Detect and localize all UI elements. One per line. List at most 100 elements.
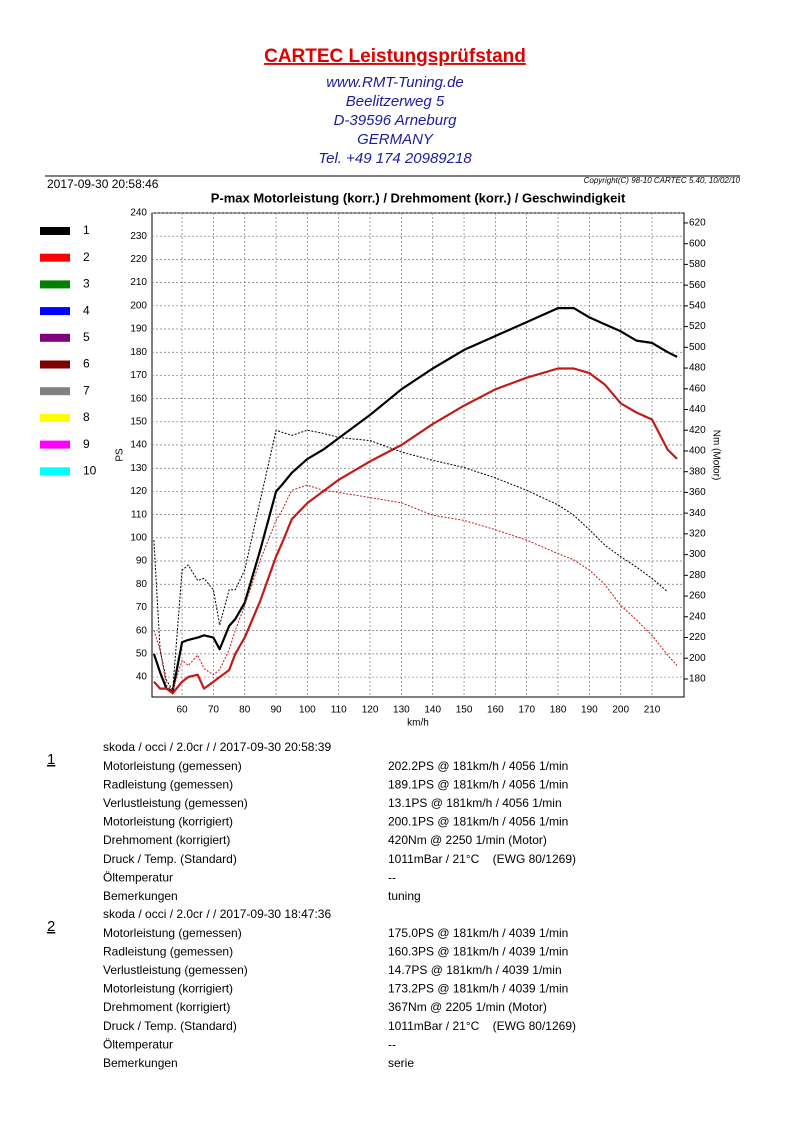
run-row-label: Druck / Temp. (Standard) [103,852,237,866]
legend-swatch [40,307,70,316]
legend-swatch [40,280,70,289]
run-row-value: 200.1PS @ 181km/h / 4056 1/min [388,815,568,829]
x-tick-label: 120 [362,705,379,716]
power-line [153,367,678,695]
run-row-value: 420Nm @ 2250 1/min (Motor) [388,833,547,847]
run-row-value: 1011mBar / 21°C (EWG 80/1269) [388,1019,576,1033]
y-tick-label: 70 [136,602,148,613]
y-tick-label: 210 [130,277,147,288]
legend-label: 2 [83,250,90,264]
y-tick-label: 200 [130,300,147,311]
header-line: D-39596 Arneburg [334,112,458,129]
run-row-label: Motorleistung (korrigiert) [103,815,233,829]
legend-swatch [40,333,70,342]
run-row-value: 13.1PS @ 181km/h / 4056 1/min [388,796,562,810]
header-line: Beelitzerweg 5 [346,93,445,110]
run-row-label: Radleistung (gemessen) [103,777,233,791]
run-number: 1 [47,751,55,768]
torque-line [153,429,669,691]
x-axis-label: km/h [407,718,429,729]
y2-tick-label: 520 [689,321,706,332]
y2-tick-label: 240 [689,611,706,622]
y-tick-label: 230 [130,231,147,242]
x-tick-label: 130 [393,705,410,716]
y2-tick-label: 200 [689,653,706,664]
y2-tick-label: 180 [689,674,706,685]
x-tick-label: 80 [239,705,251,716]
run-row-label: Druck / Temp. (Standard) [103,1019,237,1033]
y-tick-label: 240 [130,208,147,219]
y2-tick-label: 340 [689,508,706,519]
run-row-value: 160.3PS @ 181km/h / 4039 1/min [388,944,568,958]
run-row-label: Drehmoment (korrigiert) [103,1000,230,1014]
y2-tick-label: 460 [689,383,706,394]
y2-tick-label: 360 [689,487,706,498]
run-row-label: Öltemperatur [103,1037,173,1051]
run-row-label: Öltemperatur [103,870,173,884]
header-line: Tel. +49 174 20989218 [318,150,472,167]
run-row-label: Motorleistung (gemessen) [103,926,242,940]
run-row-label: Bemerkungen [103,889,178,903]
header-line: GERMANY [357,131,434,148]
y2-tick-label: 600 [689,238,706,249]
x-tick-label: 60 [177,705,189,716]
run-row-value: 202.2PS @ 181km/h / 4056 1/min [388,759,568,773]
legend-label: 7 [83,383,90,397]
x-tick-label: 150 [456,705,473,716]
power-line [152,307,678,693]
torque-line [153,484,678,691]
legend-label: 1 [83,223,90,237]
y-tick-label: 180 [130,347,147,358]
run-row-value: tuning [388,889,421,903]
x-tick-label: 180 [550,705,567,716]
y-tick-label: 90 [136,556,148,567]
run-row-value: 175.0PS @ 181km/h / 4039 1/min [388,926,568,940]
y2-tick-label: 440 [689,404,706,415]
run-row-value: 189.1PS @ 181km/h / 4056 1/min [388,777,568,791]
run-row-value: 14.7PS @ 181km/h / 4039 1/min [388,963,562,977]
run-row-label: Verlustleistung (gemessen) [103,963,248,977]
y2-tick-label: 500 [689,342,706,353]
y2-tick-label: 580 [689,259,706,270]
y-axis-label: PS [115,448,126,462]
y2-tick-label: 220 [689,632,706,643]
y-tick-label: 160 [130,393,147,404]
y2-tick-label: 280 [689,570,706,581]
y2-tick-label: 260 [689,591,706,602]
run-row-label: Motorleistung (gemessen) [103,759,242,773]
legend-label: 10 [83,463,97,477]
y2-tick-label: 480 [689,363,706,374]
legend-swatch [40,467,70,476]
y-tick-label: 40 [136,672,148,683]
run-number: 2 [47,918,55,935]
x-tick-label: 110 [331,705,347,716]
y2-tick-label: 300 [689,549,706,560]
x-tick-label: 140 [424,705,441,716]
run-row-label: Drehmoment (korrigiert) [103,833,230,847]
y2-tick-label: 400 [689,446,706,457]
run-title: skoda / occi / 2.0cr / / 2017-09-30 20:5… [103,740,331,754]
run-row-label: Verlustleistung (gemessen) [103,796,248,810]
run-row-value: 173.2PS @ 181km/h / 4039 1/min [388,982,568,996]
legend-label: 9 [83,437,90,451]
legend-label: 8 [83,410,90,424]
y-tick-label: 60 [136,625,148,636]
run-row-label: Radleistung (gemessen) [103,944,233,958]
y-tick-label: 100 [130,532,147,543]
x-tick-label: 190 [581,705,598,716]
y2-tick-label: 380 [689,466,706,477]
run-row-value: -- [388,870,396,884]
x-tick-label: 100 [299,705,316,716]
legend-label: 6 [83,357,90,371]
run-row-value: serie [388,1056,414,1070]
chart-title: P-max Motorleistung (korr.) / Drehmoment… [211,190,626,205]
y-tick-label: 130 [130,463,147,474]
y-tick-label: 140 [130,440,147,451]
date: 2017-09-30 20:58:46 [47,177,159,191]
y-tick-label: 190 [130,324,147,335]
x-tick-label: 90 [271,705,283,716]
copyright: Copyright(C) 98-10 CARTEC 5.40, 10/02/10 [584,176,741,185]
x-tick-label: 200 [612,705,629,716]
